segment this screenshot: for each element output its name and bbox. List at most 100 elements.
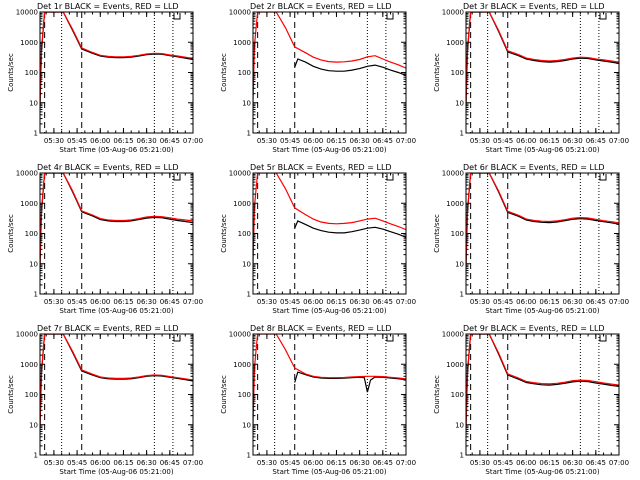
x-tick-label: 06:45 (160, 459, 180, 467)
panel-title: Det 4r BLACK = Events, RED = LLD (37, 163, 179, 172)
y-tick-label: 1000 (233, 200, 251, 208)
series-lld-line (466, 12, 619, 103)
x-tick-label: 05:30 (44, 137, 64, 145)
chart-panel-2: Det 2r BLACK = Events, RED = LLD 1 10 100 10… (220, 2, 416, 154)
x-tick-label: 06:30 (137, 298, 157, 306)
x-axis-label: Start Time (05-Aug-06 05:21:00) (485, 146, 599, 154)
series-events-line (294, 220, 406, 238)
x-tick-label: 07:00 (396, 298, 416, 306)
x-tick-label: 06:15 (326, 298, 346, 306)
corner-marker-box (173, 13, 181, 20)
x-tick-label: 06:00 (516, 459, 536, 467)
x-tick-label: 07:00 (183, 459, 203, 467)
y-tick-label: 10000 (229, 170, 251, 178)
chart-panel-8: Det 8r BLACK = Events, RED = LLD 1 10 100 10… (220, 324, 416, 476)
x-tick-label: 06:15 (326, 459, 346, 467)
y-tick-label: 1000 (20, 39, 38, 47)
series-events-line (294, 58, 406, 76)
x-tick-label: 07:00 (183, 137, 203, 145)
y-tick-label: 100 (238, 69, 251, 77)
y-tick-label: 100 (238, 391, 251, 399)
corner-marker-box (386, 174, 394, 181)
chart-panel-3: Det 3r BLACK = Events, RED = LLD 1 10 100 10… (433, 2, 629, 154)
x-tick-label: 05:45 (493, 298, 513, 306)
corner-marker-box (386, 335, 394, 342)
x-axis-label: Start Time (05-Aug-06 05:21:00) (272, 307, 386, 315)
x-tick-label: 05:30 (470, 459, 490, 467)
x-tick-label: 07:00 (396, 459, 416, 467)
x-tick-label: 06:00 (303, 298, 323, 306)
x-tick-label: 05:30 (257, 298, 277, 306)
x-tick-label: 07:00 (183, 298, 203, 306)
y-tick-label: 100 (451, 230, 464, 238)
y-tick-label: 1 (460, 291, 464, 299)
panel-title: Det 1r BLACK = Events, RED = LLD (37, 2, 179, 11)
x-tick-label: 06:30 (563, 298, 583, 306)
y-tick-label: 1 (460, 130, 464, 138)
series-events-line (40, 334, 193, 428)
y-tick-label: 1 (34, 291, 38, 299)
y-tick-label: 1000 (446, 39, 464, 47)
x-tick-label: 06:00 (90, 459, 110, 467)
chart-panel-4: Det 4r BLACK = Events, RED = LLD 1 10 100 10… (7, 163, 203, 315)
plot-frame (39, 11, 194, 134)
y-tick-label: 100 (451, 391, 464, 399)
y-tick-label: 10000 (229, 331, 251, 339)
corner-marker-box (599, 335, 607, 342)
series-events-line (40, 173, 193, 267)
x-tick-label: 05:45 (493, 459, 513, 467)
x-tick-label: 06:30 (563, 459, 583, 467)
y-tick-label: 100 (25, 69, 38, 77)
y-axis-label: Counts/sec (220, 375, 228, 414)
y-tick-label: 1 (34, 452, 38, 460)
plot-frame (252, 11, 407, 134)
y-axis-label: Counts/sec (220, 214, 228, 253)
y-tick-label: 100 (25, 230, 38, 238)
x-tick-label: 06:30 (137, 137, 157, 145)
x-tick-label: 06:45 (160, 137, 180, 145)
x-tick-label: 05:30 (257, 137, 277, 145)
x-tick-label: 06:30 (350, 298, 370, 306)
x-tick-label: 06:30 (137, 459, 157, 467)
series-events-line (466, 12, 619, 106)
y-axis-label: Counts/sec (7, 375, 15, 414)
y-axis-label: Counts/sec (7, 53, 15, 92)
x-tick-label: 06:30 (350, 137, 370, 145)
y-tick-label: 10 (242, 99, 251, 107)
y-tick-label: 10 (455, 421, 464, 429)
x-tick-label: 05:30 (44, 298, 64, 306)
x-tick-label: 06:15 (539, 137, 559, 145)
corner-marker-box (386, 13, 394, 20)
x-tick-label: 06:45 (373, 137, 393, 145)
chart-panel-1: Det 1r BLACK = Events, RED = LLD 1 10 100 10… (7, 2, 203, 154)
x-tick-label: 06:15 (113, 137, 133, 145)
series-events-line (40, 12, 193, 106)
y-tick-label: 100 (25, 391, 38, 399)
plot-frame (465, 172, 620, 295)
corner-marker-box (173, 174, 181, 181)
y-axis-label: Counts/sec (433, 375, 441, 414)
chart-panel-5: Det 5r BLACK = Events, RED = LLD 1 10 100 10… (220, 163, 416, 315)
y-tick-label: 10 (455, 260, 464, 268)
chart-panel-6: Det 6r BLACK = Events, RED = LLD 1 10 100 10… (433, 163, 629, 315)
chart-panel-9: Det 9r BLACK = Events, RED = LLD 1 10 100 10… (433, 324, 629, 476)
x-tick-label: 06:30 (350, 459, 370, 467)
y-tick-label: 1 (247, 291, 251, 299)
x-tick-label: 05:30 (257, 459, 277, 467)
x-tick-label: 06:15 (539, 459, 559, 467)
y-axis-label: Counts/sec (220, 53, 228, 92)
y-tick-label: 10000 (16, 331, 38, 339)
x-tick-label: 06:30 (563, 137, 583, 145)
y-tick-label: 10 (455, 99, 464, 107)
x-axis-label: Start Time (05-Aug-06 05:21:00) (59, 307, 173, 315)
y-tick-label: 1000 (446, 200, 464, 208)
x-tick-label: 07:00 (609, 137, 629, 145)
plot-frame (465, 11, 620, 134)
panel-title: Det 9r BLACK = Events, RED = LLD (463, 324, 605, 333)
x-tick-label: 05:30 (470, 298, 490, 306)
plot-frame (252, 333, 407, 456)
series-lld-line (466, 334, 619, 425)
y-tick-label: 10000 (442, 331, 464, 339)
x-tick-label: 06:00 (90, 298, 110, 306)
